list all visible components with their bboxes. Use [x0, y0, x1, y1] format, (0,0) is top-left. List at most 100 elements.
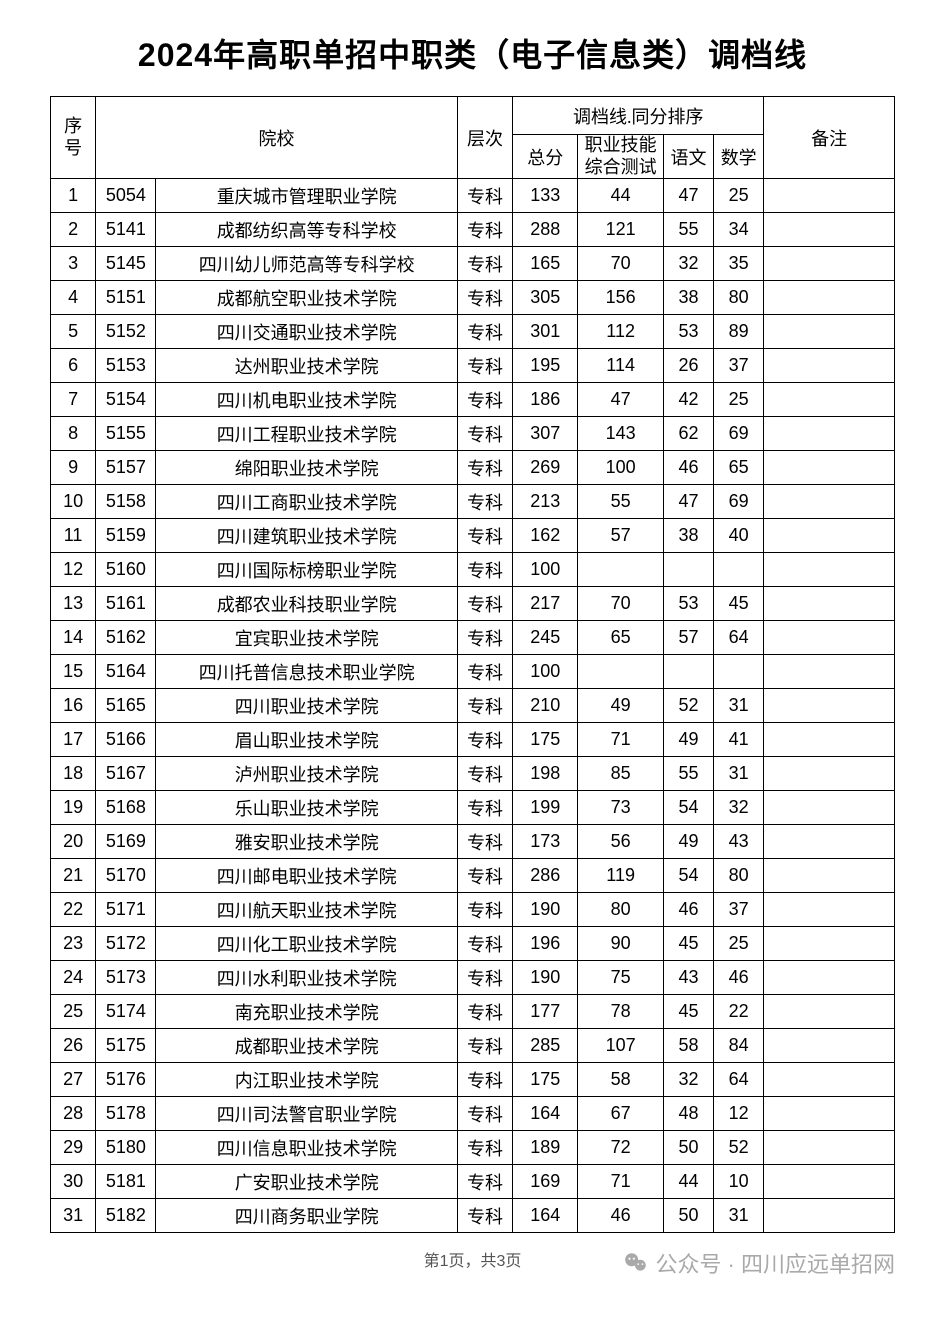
- cell-name: 四川幼儿师范高等专科学校: [156, 247, 457, 281]
- cell-total: 100: [513, 655, 578, 689]
- table-row: 165165四川职业技术学院专科210495231: [51, 689, 895, 723]
- cell-code: 5155: [96, 417, 156, 451]
- cell-note: [764, 1131, 895, 1165]
- cell-total: 217: [513, 587, 578, 621]
- cell-note: [764, 1097, 895, 1131]
- cell-skill: 78: [578, 995, 663, 1029]
- cell-total: 288: [513, 213, 578, 247]
- cell-skill: 44: [578, 179, 663, 213]
- cell-yw: 45: [663, 995, 713, 1029]
- cell-note: [764, 1165, 895, 1199]
- footer-brand-label: 公众号 · 四川应远单招网: [655, 1247, 895, 1279]
- cell-sx: [714, 655, 764, 689]
- cell-code: 5151: [96, 281, 156, 315]
- cell-total: 175: [513, 723, 578, 757]
- cell-code: 5167: [96, 757, 156, 791]
- cell-name: 四川化工职业技术学院: [156, 927, 457, 961]
- table-row: 105158四川工商职业技术学院专科213554769: [51, 485, 895, 519]
- cell-level: 专科: [457, 757, 512, 791]
- cell-skill: 112: [578, 315, 663, 349]
- cell-seq: 27: [51, 1063, 96, 1097]
- cell-note: [764, 689, 895, 723]
- cell-name: 重庆城市管理职业学院: [156, 179, 457, 213]
- cell-code: 5162: [96, 621, 156, 655]
- cell-level: 专科: [457, 383, 512, 417]
- cell-total: 190: [513, 961, 578, 995]
- cell-note: [764, 961, 895, 995]
- cell-note: [764, 179, 895, 213]
- cell-name: 宜宾职业技术学院: [156, 621, 457, 655]
- cell-total: 269: [513, 451, 578, 485]
- cell-name: 四川工商职业技术学院: [156, 485, 457, 519]
- cell-name: 广安职业技术学院: [156, 1165, 457, 1199]
- cell-total: 199: [513, 791, 578, 825]
- cell-skill: 58: [578, 1063, 663, 1097]
- col-total: 总分: [513, 135, 578, 179]
- cell-skill: 70: [578, 247, 663, 281]
- cell-note: [764, 587, 895, 621]
- cell-level: 专科: [457, 859, 512, 893]
- cell-note: [764, 349, 895, 383]
- cell-seq: 12: [51, 553, 96, 587]
- cell-seq: 2: [51, 213, 96, 247]
- cell-sx: 37: [714, 349, 764, 383]
- cell-sx: 12: [714, 1097, 764, 1131]
- cell-yw: 58: [663, 1029, 713, 1063]
- cell-total: 213: [513, 485, 578, 519]
- cell-skill: 49: [578, 689, 663, 723]
- cell-level: 专科: [457, 689, 512, 723]
- cell-sx: 84: [714, 1029, 764, 1063]
- cell-code: 5157: [96, 451, 156, 485]
- cell-seq: 22: [51, 893, 96, 927]
- cell-yw: 47: [663, 485, 713, 519]
- cell-skill: 107: [578, 1029, 663, 1063]
- table-row: 245173四川水利职业技术学院专科190754346: [51, 961, 895, 995]
- cell-total: 195: [513, 349, 578, 383]
- cell-note: [764, 417, 895, 451]
- col-yuwen: 语文: [663, 135, 713, 179]
- cell-sx: 64: [714, 1063, 764, 1097]
- cell-code: 5171: [96, 893, 156, 927]
- cell-sx: 69: [714, 485, 764, 519]
- cell-name: 内江职业技术学院: [156, 1063, 457, 1097]
- cell-level: 专科: [457, 417, 512, 451]
- cell-name: 眉山职业技术学院: [156, 723, 457, 757]
- table-row: 45151成都航空职业技术学院专科3051563880: [51, 281, 895, 315]
- table-row: 315182四川商务职业学院专科164465031: [51, 1199, 895, 1233]
- col-note: 备注: [764, 97, 895, 179]
- cell-note: [764, 757, 895, 791]
- table-row: 215170四川邮电职业技术学院专科2861195480: [51, 859, 895, 893]
- cell-seq: 28: [51, 1097, 96, 1131]
- cell-seq: 29: [51, 1131, 96, 1165]
- cell-sx: 41: [714, 723, 764, 757]
- col-school: 院校: [96, 97, 458, 179]
- cell-total: 245: [513, 621, 578, 655]
- cell-code: 5180: [96, 1131, 156, 1165]
- cell-code: 5161: [96, 587, 156, 621]
- cell-yw: 49: [663, 723, 713, 757]
- cell-sx: 43: [714, 825, 764, 859]
- cell-code: 5178: [96, 1097, 156, 1131]
- cell-seq: 5: [51, 315, 96, 349]
- cell-level: 专科: [457, 621, 512, 655]
- cell-skill: 143: [578, 417, 663, 451]
- cell-seq: 24: [51, 961, 96, 995]
- table-row: 235172四川化工职业技术学院专科196904525: [51, 927, 895, 961]
- cell-yw: 62: [663, 417, 713, 451]
- cell-name: 四川托普信息技术职业学院: [156, 655, 457, 689]
- cell-level: 专科: [457, 655, 512, 689]
- cell-level: 专科: [457, 927, 512, 961]
- cell-skill: 80: [578, 893, 663, 927]
- cell-yw: 46: [663, 893, 713, 927]
- col-skill: 职业技能综合测试: [578, 135, 663, 179]
- cell-code: 5165: [96, 689, 156, 723]
- cell-yw: 43: [663, 961, 713, 995]
- cell-code: 5172: [96, 927, 156, 961]
- cell-skill: 100: [578, 451, 663, 485]
- cell-seq: 15: [51, 655, 96, 689]
- cell-skill: 55: [578, 485, 663, 519]
- cell-level: 专科: [457, 1165, 512, 1199]
- cell-note: [764, 383, 895, 417]
- cell-seq: 9: [51, 451, 96, 485]
- cell-level: 专科: [457, 553, 512, 587]
